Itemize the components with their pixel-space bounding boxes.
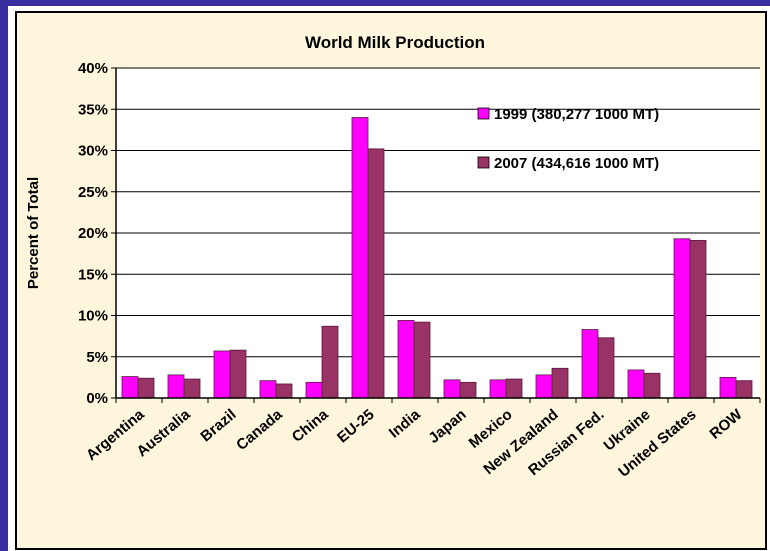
bar-1999	[397, 320, 415, 399]
bars	[121, 117, 753, 399]
bar-2007	[321, 325, 339, 399]
legend-label-2007: 2007 (434,616 1000 MT)	[494, 155, 659, 172]
gridlines	[116, 67, 760, 358]
bar-2007	[689, 240, 707, 399]
y-tick-label: 0%	[86, 390, 108, 407]
y-tick-label: 25%	[78, 184, 108, 201]
y-tick-label: 10%	[78, 308, 108, 325]
y-axis-label: Percent of Total	[25, 177, 42, 289]
y-tick-label: 35%	[78, 101, 108, 118]
bar-1999	[259, 380, 277, 399]
bar-1999	[167, 374, 185, 399]
y-axis-ticks: 0% 5% 10% 15% 20% 25% 30% 35% 40%	[78, 60, 116, 407]
bar-2007	[183, 378, 201, 399]
bar-2007	[413, 321, 431, 399]
bar-2007	[367, 148, 385, 399]
bar-2007	[137, 377, 155, 399]
bar-1999	[673, 238, 691, 399]
left-accent-bar	[0, 0, 8, 551]
chart-title: World Milk Production	[305, 33, 485, 52]
bar-1999	[213, 350, 231, 399]
legend-swatch-1999	[477, 107, 490, 120]
bar-2007	[597, 337, 615, 399]
bar-2007	[459, 381, 477, 399]
y-tick-label: 20%	[78, 225, 108, 242]
bar-1999	[351, 117, 369, 399]
bar-1999	[121, 376, 139, 399]
bar-1999	[443, 379, 461, 399]
bar-2007	[551, 367, 569, 399]
y-tick-label: 30%	[78, 143, 108, 160]
bar-2007	[505, 378, 523, 399]
y-tick-label: 5%	[86, 349, 108, 366]
bar-1999	[305, 381, 323, 399]
bar-1999	[535, 374, 553, 399]
bar-2007	[643, 372, 661, 399]
bar-2007	[229, 349, 247, 399]
bar-2007	[275, 383, 293, 399]
bar-1999	[627, 369, 645, 399]
y-tick-label: 15%	[78, 266, 108, 283]
bar-1999	[489, 379, 507, 399]
legend: 1999 (380,277 1000 MT) 2007 (434,616 100…	[477, 106, 659, 172]
y-tick-label: 40%	[78, 60, 108, 77]
legend-swatch-2007	[477, 156, 490, 169]
bar-1999	[581, 329, 599, 399]
top-accent-bar	[0, 0, 770, 6]
legend-label-1999: 1999 (380,277 1000 MT)	[494, 106, 659, 123]
bar-1999	[719, 376, 737, 399]
bar-2007	[735, 380, 753, 399]
